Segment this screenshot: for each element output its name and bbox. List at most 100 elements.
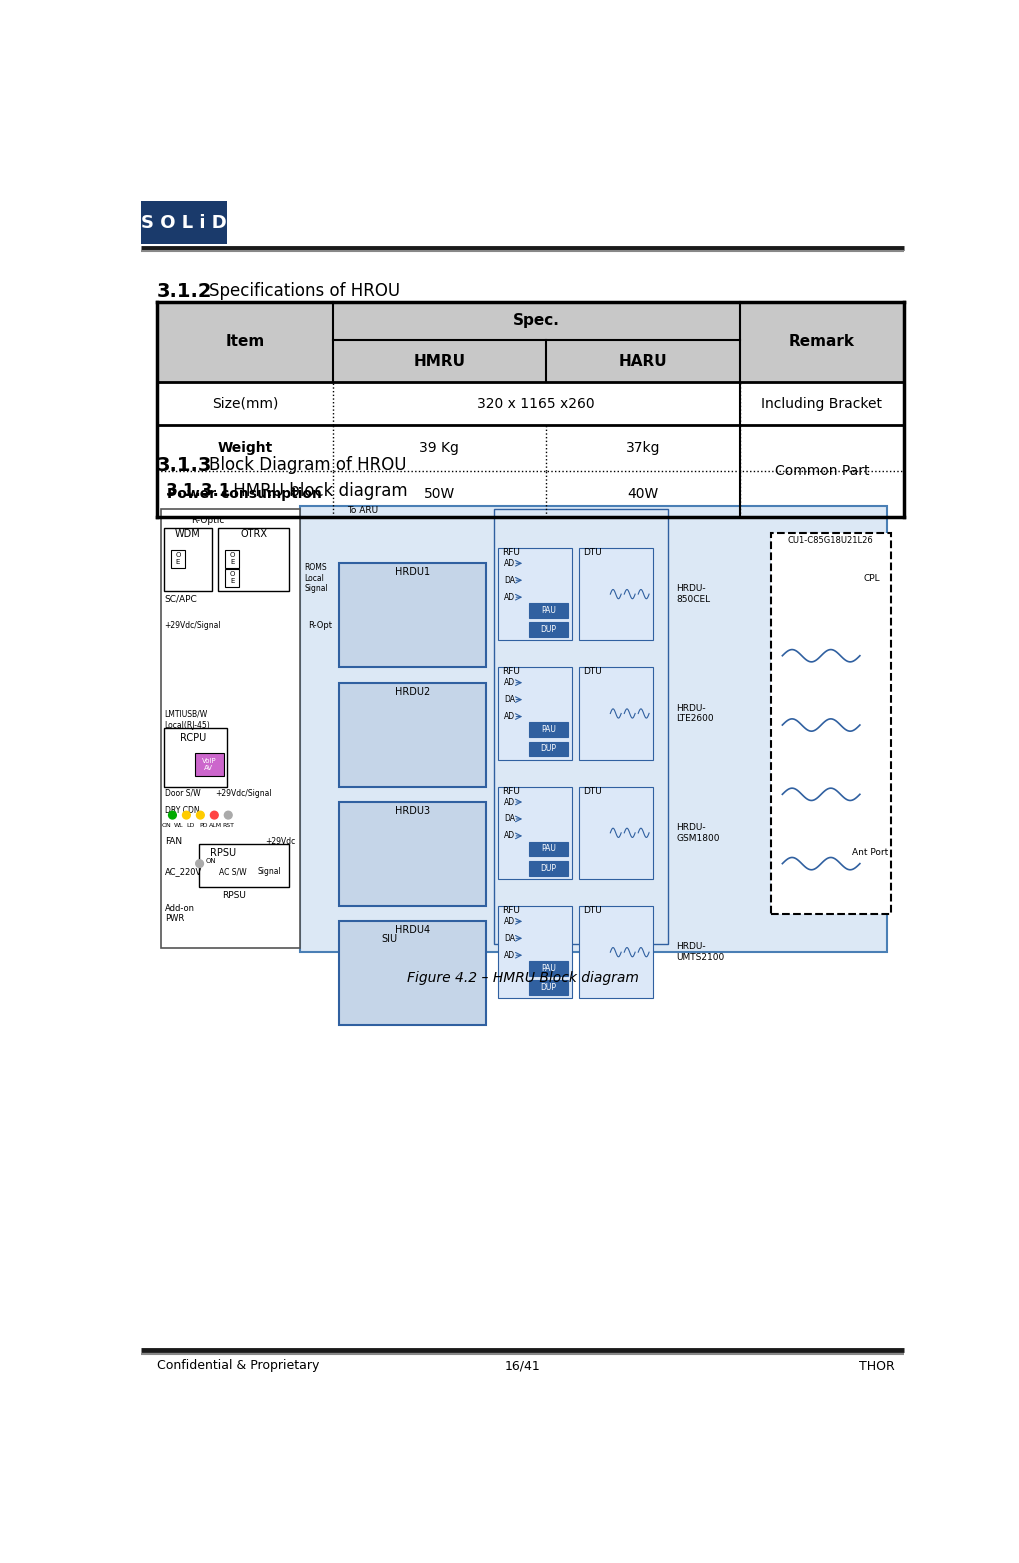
Text: HRDU-
LTE2600: HRDU- LTE2600 — [676, 703, 713, 724]
FancyBboxPatch shape — [579, 907, 652, 999]
FancyBboxPatch shape — [199, 844, 289, 888]
Text: OTRX: OTRX — [240, 528, 267, 539]
Text: 3.1.3: 3.1.3 — [157, 455, 212, 475]
Text: 39 Kg: 39 Kg — [419, 441, 459, 455]
FancyBboxPatch shape — [528, 741, 568, 756]
Text: WL: WL — [173, 822, 183, 828]
Text: ON: ON — [206, 858, 216, 864]
Circle shape — [182, 811, 191, 819]
Text: DTU: DTU — [583, 907, 601, 914]
Text: CU1-C85G18U21L26: CU1-C85G18U21L26 — [787, 536, 873, 545]
Text: Signal: Signal — [258, 867, 281, 877]
Text: DA: DA — [503, 575, 515, 585]
Text: SC/APC: SC/APC — [164, 594, 198, 603]
Text: 320 x 1165 x260: 320 x 1165 x260 — [477, 397, 594, 411]
Text: RPSU: RPSU — [222, 891, 247, 900]
Text: Remark: Remark — [788, 334, 854, 350]
FancyBboxPatch shape — [338, 802, 486, 907]
Text: CPL: CPL — [863, 574, 879, 583]
Text: Confidential & Proprietary: Confidential & Proprietary — [157, 1360, 319, 1372]
FancyBboxPatch shape — [579, 786, 652, 878]
Text: DUP: DUP — [540, 983, 555, 993]
Text: O
E: O E — [175, 552, 180, 566]
FancyBboxPatch shape — [164, 528, 212, 591]
Text: Ant Port: Ant Port — [851, 847, 888, 857]
Text: AD: AD — [503, 713, 515, 721]
FancyBboxPatch shape — [528, 961, 568, 975]
Text: R-Optic: R-Optic — [191, 516, 224, 525]
Text: ALM: ALM — [209, 822, 222, 828]
Text: AD: AD — [503, 950, 515, 960]
FancyBboxPatch shape — [164, 728, 227, 788]
FancyBboxPatch shape — [579, 549, 652, 641]
Text: S O L i D: S O L i D — [141, 214, 227, 231]
Text: DTU: DTU — [583, 667, 601, 677]
Text: AD: AD — [503, 832, 515, 841]
Text: DA: DA — [503, 933, 515, 942]
Text: DA: DA — [503, 814, 515, 824]
Text: Local(RJ-45): Local(RJ-45) — [164, 721, 210, 730]
FancyBboxPatch shape — [528, 861, 568, 875]
FancyBboxPatch shape — [497, 907, 571, 999]
Text: ON: ON — [161, 822, 171, 828]
FancyBboxPatch shape — [224, 550, 239, 567]
Text: Item: Item — [225, 334, 264, 350]
Text: HRDU-
UMTS2100: HRDU- UMTS2100 — [676, 942, 723, 961]
Text: LMTIUSB/W: LMTIUSB/W — [164, 710, 208, 719]
FancyBboxPatch shape — [338, 921, 486, 1025]
Text: 16/41: 16/41 — [504, 1360, 540, 1372]
Text: HMRU block diagram: HMRU block diagram — [228, 483, 408, 500]
Text: DTU: DTU — [583, 786, 601, 796]
Text: HRDU4: HRDU4 — [394, 925, 430, 935]
Text: DRY CDN.: DRY CDN. — [164, 807, 202, 814]
Text: DUP: DUP — [540, 864, 555, 872]
Text: Size(mm): Size(mm) — [212, 397, 278, 411]
FancyBboxPatch shape — [142, 202, 226, 244]
FancyBboxPatch shape — [528, 603, 568, 617]
Text: RFU: RFU — [501, 549, 520, 556]
Text: PAU: PAU — [540, 844, 555, 853]
Text: PD: PD — [199, 822, 208, 828]
Text: RFU: RFU — [501, 667, 520, 677]
Text: Weight: Weight — [217, 441, 272, 455]
FancyBboxPatch shape — [497, 786, 571, 878]
FancyBboxPatch shape — [579, 667, 652, 760]
Text: To ARU: To ARU — [346, 505, 378, 514]
Text: AD: AD — [503, 797, 515, 807]
Text: Including Bracket: Including Bracket — [760, 397, 881, 411]
Circle shape — [197, 811, 204, 819]
Text: RCPU: RCPU — [180, 733, 206, 742]
FancyBboxPatch shape — [497, 549, 571, 641]
Text: +29Vdc/Signal: +29Vdc/Signal — [215, 789, 271, 799]
FancyBboxPatch shape — [528, 622, 568, 636]
Text: SIU: SIU — [381, 935, 397, 944]
Text: FAN: FAN — [164, 836, 181, 846]
Text: Add-on
PWR: Add-on PWR — [164, 903, 195, 924]
Text: RFU: RFU — [501, 907, 520, 914]
Text: HRDU-
850CEL: HRDU- 850CEL — [676, 585, 709, 603]
Text: VoIP
AV: VoIP AV — [202, 758, 216, 771]
Text: DTU: DTU — [583, 549, 601, 556]
Text: ROMS
Local
Signal: ROMS Local Signal — [304, 563, 328, 592]
Text: AD: AD — [503, 678, 515, 688]
FancyBboxPatch shape — [218, 528, 289, 591]
Circle shape — [168, 811, 176, 819]
Text: 3.1.2: 3.1.2 — [157, 283, 212, 302]
Circle shape — [196, 860, 203, 867]
Text: AD: AD — [503, 592, 515, 602]
Text: Specifications of HROU: Specifications of HROU — [209, 283, 399, 300]
FancyBboxPatch shape — [497, 667, 571, 760]
Text: PAU: PAU — [540, 964, 555, 972]
Text: PAU: PAU — [540, 606, 555, 614]
Text: +29Vdc/Signal: +29Vdc/Signal — [164, 621, 221, 630]
Text: PAU: PAU — [540, 725, 555, 735]
Text: Power consumption: Power consumption — [167, 488, 322, 502]
Circle shape — [224, 811, 232, 819]
FancyBboxPatch shape — [157, 302, 739, 383]
Text: Block Diagram of HROU: Block Diagram of HROU — [209, 455, 406, 474]
Text: DUP: DUP — [540, 625, 555, 635]
Text: O
E: O E — [229, 552, 234, 566]
Text: RST: RST — [222, 822, 234, 828]
Text: RPSU: RPSU — [210, 849, 235, 858]
FancyBboxPatch shape — [739, 302, 903, 383]
